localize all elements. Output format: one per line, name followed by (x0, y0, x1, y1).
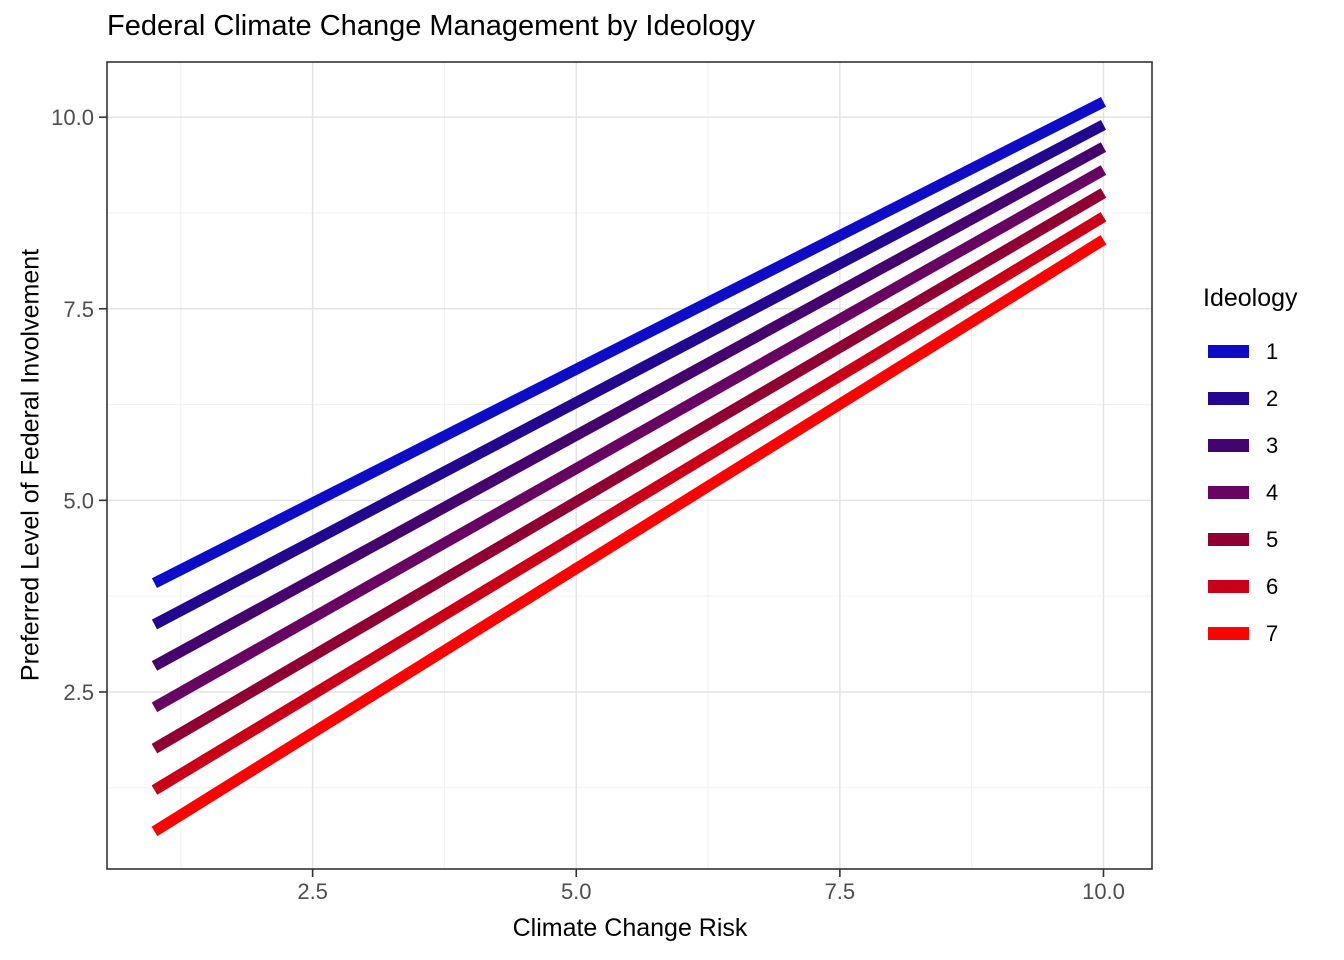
series-line-2 (151, 119, 1107, 630)
legend-label: 3 (1266, 432, 1279, 458)
legend-label: 2 (1266, 385, 1279, 411)
chart-title: Federal Climate Change Management by Ide… (107, 10, 756, 42)
series-line-7 (151, 235, 1107, 837)
legend-key-swatch-1 (1208, 345, 1249, 358)
legend-key-swatch-5 (1208, 533, 1249, 546)
legend-item-3: 3 (1203, 422, 1343, 469)
legend-key-swatch-3 (1208, 439, 1249, 452)
series-line-6 (151, 212, 1107, 795)
legend-title: Ideology (1203, 284, 1298, 312)
x-axis-label: Climate Change Risk (512, 914, 748, 942)
legend-item-5: 5 (1203, 516, 1343, 563)
legend-item-4: 4 (1203, 469, 1343, 516)
legend: Ideology 1 2 3 4 5 6 7 (1203, 283, 1343, 657)
legend-item-2: 2 (1203, 375, 1343, 422)
x-tick-label: 5.0 (561, 879, 592, 904)
legend-label: 4 (1266, 479, 1279, 505)
legend-item-1: 1 (1203, 328, 1343, 375)
legend-key-swatch-7 (1208, 627, 1249, 640)
legend-item-7: 7 (1203, 610, 1343, 657)
y-tick-label: 2.5 (63, 680, 94, 705)
x-tick-label: 2.5 (297, 879, 328, 904)
legend-label: 5 (1266, 526, 1279, 552)
series-line-5 (151, 188, 1107, 754)
y-tick-label: 5.0 (63, 488, 94, 513)
x-tick-label: 10.0 (1082, 879, 1125, 904)
series-line-3 (151, 142, 1107, 671)
y-tick-label: 10.0 (51, 105, 94, 130)
series-line-1 (151, 96, 1106, 589)
legend-items: 1 2 3 4 5 6 7 (1203, 328, 1343, 657)
panel-border (106, 61, 1153, 870)
legend-key-swatch-2 (1208, 392, 1249, 405)
legend-label: 1 (1266, 338, 1279, 364)
series-line-4 (151, 165, 1107, 713)
legend-item-6: 6 (1203, 563, 1343, 610)
x-tick-label: 7.5 (825, 879, 856, 904)
legend-label: 6 (1266, 573, 1279, 599)
y-axis-label: Preferred Level of Federal Involvement (16, 248, 45, 682)
legend-label: 7 (1266, 620, 1279, 646)
legend-key-swatch-6 (1208, 580, 1249, 593)
y-tick-label: 7.5 (63, 297, 94, 322)
legend-key-swatch-4 (1208, 486, 1249, 499)
